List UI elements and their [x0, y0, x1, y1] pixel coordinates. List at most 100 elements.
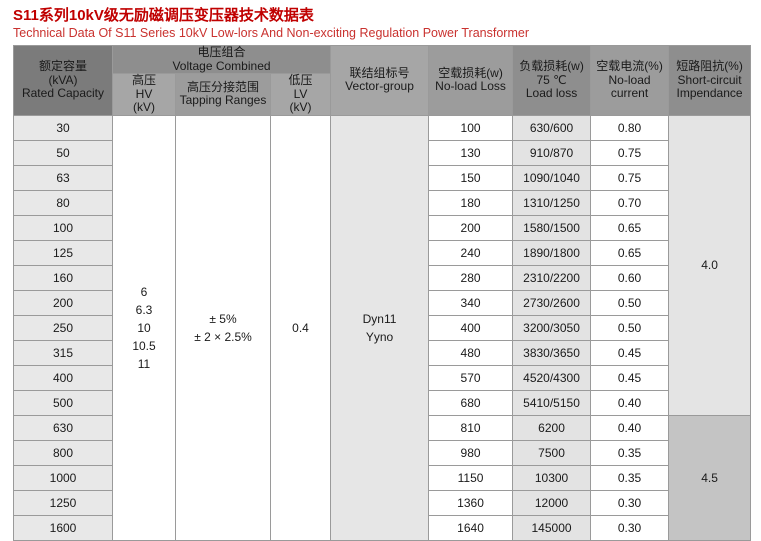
header-lv: 低压 LV (kV): [269, 73, 332, 116]
cell-load-loss: 1310/1250: [512, 189, 592, 216]
cell-no-load-current: 0.50: [590, 289, 670, 316]
table-row: 800 980 7500 0.35: [13, 439, 751, 466]
cell-rated-capacity: 125: [13, 239, 113, 266]
table-row: 100 200 1580/1500 0.65: [13, 214, 751, 241]
cell-tapping-ranges: ± 5% ± 2 × 2.5%: [175, 114, 271, 541]
header-lv-cn: 低压: [288, 73, 313, 87]
header-rated-capacity-en: Rated Capacity: [21, 86, 105, 100]
cell-load-loss: 4520/4300: [512, 364, 592, 391]
cell-load-loss: 1890/1800: [512, 239, 592, 266]
header-row-top: 额定容量 (kVA) Rated Capacity 电压组合 Voltage C…: [13, 45, 752, 116]
cell-rated-capacity: 30: [13, 114, 113, 141]
header-short-circuit-en2: Impendance: [676, 86, 743, 100]
cell-lv-value: 0.4: [269, 114, 332, 541]
page-title-chinese: S11系列10kV级无励磁调压变压器技术数据表: [13, 7, 314, 24]
cell-rated-capacity: 80: [13, 189, 113, 216]
cell-load-loss: 12000: [512, 489, 592, 516]
table-body: 30 6 6.3 10 10.5 11 ± 5% ± 2 × 2.5% 0.4 Dyn11 Yyno…: [13, 114, 752, 541]
cell-rated-capacity: 200: [13, 289, 113, 316]
table-row: 250 400 3200/3050 0.50: [13, 314, 751, 341]
cell-no-load-loss: 100: [428, 114, 514, 141]
cell-no-load-current: 0.75: [590, 139, 670, 166]
table-row: 80 180 1310/1250 0.70: [13, 189, 751, 216]
cell-rated-capacity: 315: [13, 339, 113, 366]
cell-no-load-loss: 680: [428, 389, 514, 416]
table-row: 50 130 910/870 0.75: [13, 139, 751, 166]
hv-value: 10: [137, 320, 151, 335]
header-short-circuit-cn: 短路阻抗(%): [676, 59, 743, 73]
tapping-value: ± 5%: [209, 311, 237, 326]
table-row: 200 340 2730/2600 0.50: [13, 289, 751, 316]
table-row: 1000 1150 10300 0.35: [13, 464, 751, 491]
table-row: 160 280 2310/2200 0.60: [13, 264, 751, 291]
cell-no-load-loss: 280: [428, 264, 514, 291]
table-row: 315 480 3830/3650 0.45: [13, 339, 751, 366]
cell-no-load-loss: 340: [428, 289, 514, 316]
header-rated-capacity-unit: (kVA): [48, 72, 78, 87]
cell-rated-capacity: 500: [13, 389, 113, 416]
header-lv-unit: (kV): [289, 100, 312, 114]
cell-no-load-loss: 570: [428, 364, 514, 391]
header-hv-unit: (kV): [133, 100, 155, 114]
cell-no-load-current: 0.75: [590, 164, 670, 191]
header-no-load-current-en1: No-load: [608, 72, 651, 87]
header-no-load-current: 空载电流(%) No-load current: [590, 45, 670, 116]
cell-no-load-current: 0.80: [590, 114, 670, 141]
header-tapping-en: Tapping Ranges: [179, 93, 267, 108]
header-hv-cn: 高压: [131, 73, 156, 87]
hv-value: 10.5: [132, 338, 156, 353]
cell-load-loss: 1090/1040: [512, 164, 592, 191]
vector-group-value: Yyno: [365, 329, 394, 344]
table-row: 500 680 5410/5150 0.40: [13, 389, 751, 416]
cell-no-load-loss: 150: [428, 164, 514, 191]
transformer-data-table: 额定容量 (kVA) Rated Capacity 电压组合 Voltage C…: [13, 45, 752, 541]
header-no-load-loss-en: No-load Loss: [435, 79, 506, 94]
cell-no-load-loss: 400: [428, 314, 514, 341]
cell-no-load-current: 0.45: [590, 364, 670, 391]
header-no-load-loss-cn: 空载损耗(w): [438, 65, 503, 80]
header-no-load-loss: 空载损耗(w) No-load Loss: [428, 45, 514, 116]
hv-value: 6.3: [135, 302, 153, 317]
header-short-circuit-impedance: 短路阻抗(%) Short-circuit Impendance: [668, 45, 752, 116]
table-row: 1250 1360 12000 0.30: [13, 489, 751, 516]
header-tapping-cn: 高压分接范围: [186, 79, 259, 94]
cell-rated-capacity: 800: [13, 439, 113, 466]
header-no-load-current-cn: 空载电流(%): [596, 59, 663, 73]
cell-rated-capacity: 630: [13, 414, 113, 441]
header-load-loss-cn: 负载损耗(w): [519, 59, 584, 73]
cell-no-load-current: 0.65: [590, 214, 670, 241]
cell-load-loss: 2310/2200: [512, 264, 592, 291]
cell-no-load-loss: 1150: [428, 464, 514, 491]
cell-no-load-loss: 480: [428, 339, 514, 366]
cell-load-loss: 630/600: [512, 114, 592, 141]
cell-short-circuit-impedance: 4.0: [668, 114, 752, 416]
cell-rated-capacity: 1250: [13, 489, 113, 516]
cell-no-load-loss: 180: [428, 189, 514, 216]
header-vector-group-en: Vector-group: [345, 79, 414, 94]
table-row: 30 6 6.3 10 10.5 11 ± 5% ± 2 × 2.5% 0.4 Dyn11 Yyno…: [13, 114, 752, 541]
cell-no-load-current: 0.40: [590, 414, 670, 441]
cell-load-loss: 2730/2600: [512, 289, 592, 316]
header-short-circuit-en1: Short-circuit: [677, 72, 742, 87]
cell-no-load-loss: 130: [428, 139, 514, 166]
cell-load-loss: 10300: [512, 464, 592, 491]
cell-no-load-loss: 240: [428, 239, 514, 266]
cell-no-load-current: 0.35: [590, 464, 670, 491]
cell-load-loss: 3200/3050: [512, 314, 592, 341]
header-row-sub: 高压 HV (kV) 高压分接范围 Tapping Ranges 低压 LV (…: [14, 73, 751, 116]
hv-value: 11: [137, 356, 151, 371]
header-voltage-combined: 电压组合 Voltage Combined: [111, 45, 332, 74]
cell-load-loss: 1580/1500: [512, 214, 592, 241]
header-voltage-combined-en: Voltage Combined: [172, 58, 271, 73]
hv-value: 6: [140, 284, 148, 299]
header-rated-capacity-cn: 额定容量: [38, 59, 87, 73]
cell-rated-capacity: 400: [13, 364, 113, 391]
cell-rated-capacity: 100: [13, 214, 113, 241]
datasheet-page: S11系列10kV级无励磁调压变压器技术数据表 Technical Data O…: [13, 7, 752, 541]
cell-no-load-current: 0.50: [590, 314, 670, 341]
header-hv: 高压 HV (kV): [112, 73, 176, 116]
vector-group-value: Dyn11: [362, 311, 397, 326]
cell-no-load-current: 0.40: [590, 389, 670, 416]
cell-rated-capacity: 63: [13, 164, 113, 191]
cell-rated-capacity: 1000: [13, 464, 113, 491]
